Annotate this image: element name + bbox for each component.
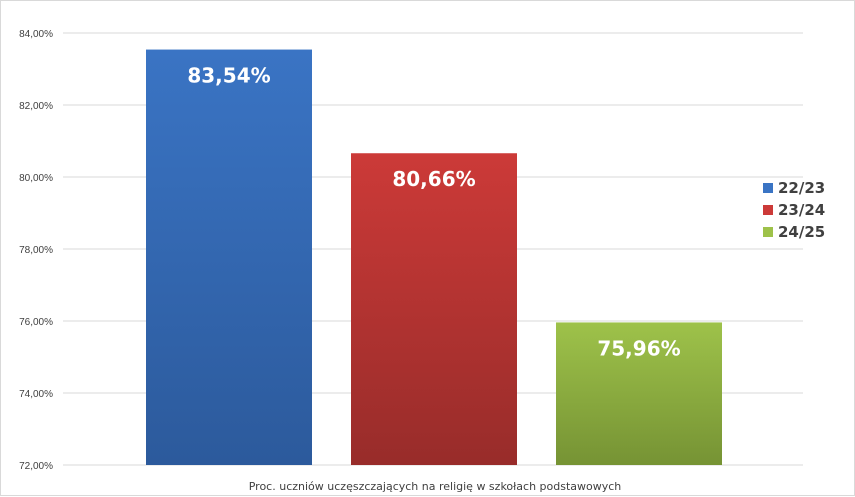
bar-22-23 bbox=[146, 49, 312, 466]
bars bbox=[146, 49, 722, 466]
y-tick-label: 80,00% bbox=[19, 173, 53, 184]
legend-label: 23/24 bbox=[778, 201, 825, 219]
y-tick-label: 78,00% bbox=[19, 245, 53, 256]
data-labels: 83,54% 80,66% 75,96% bbox=[187, 64, 680, 361]
y-tick-label: 84,00% bbox=[19, 29, 53, 40]
y-axis-ticks: 72,00% 74,00% 76,00% 78,00% 80,00% 82,00% 84,0… bbox=[19, 29, 53, 472]
bar-23-24 bbox=[351, 153, 517, 466]
x-axis-title: Proc. uczniów uczęszczających na religię… bbox=[249, 480, 622, 493]
y-tick-label: 82,00% bbox=[19, 101, 53, 112]
legend-item-23-24[interactable]: 23/24 bbox=[763, 201, 825, 219]
y-tick-label: 72,00% bbox=[19, 461, 53, 472]
legend-label: 22/23 bbox=[778, 179, 825, 197]
legend-label: 24/25 bbox=[778, 223, 825, 241]
legend-swatch bbox=[763, 183, 773, 193]
data-label: 75,96% bbox=[597, 336, 680, 360]
data-label: 80,66% bbox=[392, 167, 475, 191]
y-tick-label: 76,00% bbox=[19, 317, 53, 328]
y-tick-label: 74,00% bbox=[19, 389, 53, 400]
legend-item-24-25[interactable]: 24/25 bbox=[763, 223, 825, 241]
legend[interactable]: 22/23 23/24 24/25 bbox=[763, 179, 825, 241]
bar-24-25 bbox=[556, 322, 722, 465]
legend-item-22-23[interactable]: 22/23 bbox=[763, 179, 825, 197]
legend-swatch bbox=[763, 205, 773, 215]
legend-swatch bbox=[763, 227, 773, 237]
data-label: 83,54% bbox=[187, 64, 270, 88]
